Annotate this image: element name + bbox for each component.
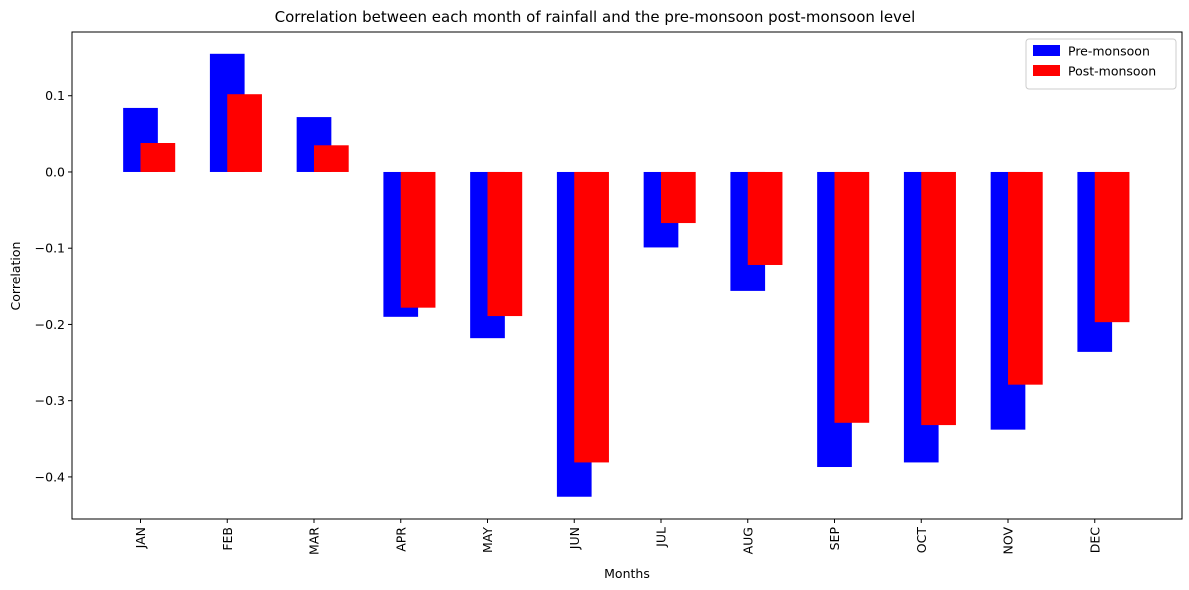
x-tick-label-nov: NOV xyxy=(1001,527,1016,555)
x-axis: JAN FEB MAR APR MAY JUN JUL AUG SEP OCT NOV DEC xyxy=(133,519,1102,555)
legend-label-post-monsoon: Post-monsoon xyxy=(1068,64,1156,79)
x-axis-label: Months xyxy=(604,566,650,581)
post-monsoon-bar-jun xyxy=(574,171,609,463)
x-tick-label-feb: FEB xyxy=(220,527,235,551)
plot-frame xyxy=(71,31,1183,520)
post-monsoon-bar-jul xyxy=(661,171,696,224)
y-tick-label: −0.4 xyxy=(35,469,65,484)
post-monsoon-bar-sep xyxy=(834,171,870,423)
x-tick-label-apr: APR xyxy=(393,527,408,552)
post-monsoon-bar-nov xyxy=(1008,171,1043,385)
x-tick-label-oct: OCT xyxy=(914,527,929,554)
y-tick-label: −0.1 xyxy=(35,241,65,256)
y-tick-label: −0.2 xyxy=(35,317,65,332)
post-monsoon-bar-feb xyxy=(227,94,262,172)
post-monsoon-bar-apr xyxy=(400,171,436,308)
legend-swatch-pre-monsoon xyxy=(1033,45,1060,56)
post-monsoon-bar-may xyxy=(487,171,523,317)
chart-title: Correlation between each month of rainfa… xyxy=(275,8,916,26)
x-tick-label-mar: MAR xyxy=(307,527,322,555)
y-axis: −0.4 −0.3 −0.2 −0.1 0.0 0.1 xyxy=(35,88,72,484)
post-monsoon-bar-aug xyxy=(747,171,783,265)
post-monsoon-bar-mar xyxy=(314,145,349,172)
x-tick-label-sep: SEP xyxy=(827,527,842,551)
y-tick-label: 0.1 xyxy=(45,88,65,103)
x-tick-label-dec: DEC xyxy=(1087,527,1102,554)
x-tick-label-jun: JUN xyxy=(567,527,582,550)
post-monsoon-bar-jan xyxy=(140,143,176,172)
legend-label-pre-monsoon: Pre-monsoon xyxy=(1068,44,1150,59)
x-tick-label-aug: AUG xyxy=(740,527,755,554)
post-monsoon-bar-dec xyxy=(1094,171,1130,323)
y-tick-label: −0.3 xyxy=(35,393,65,408)
plot-area xyxy=(71,31,1183,520)
y-axis-label: Correlation xyxy=(8,242,23,311)
x-tick-label-jul: JUL xyxy=(654,527,669,548)
y-tick-label: 0.0 xyxy=(45,164,65,179)
x-tick-label-jan: JAN xyxy=(133,527,148,549)
legend: Pre-monsoon Post-monsoon xyxy=(1025,38,1177,90)
x-tick-label-may: MAY xyxy=(480,527,495,553)
post-monsoon-bar-oct xyxy=(921,171,956,426)
legend-swatch-post-monsoon xyxy=(1033,65,1060,76)
legend-box xyxy=(1025,38,1177,90)
